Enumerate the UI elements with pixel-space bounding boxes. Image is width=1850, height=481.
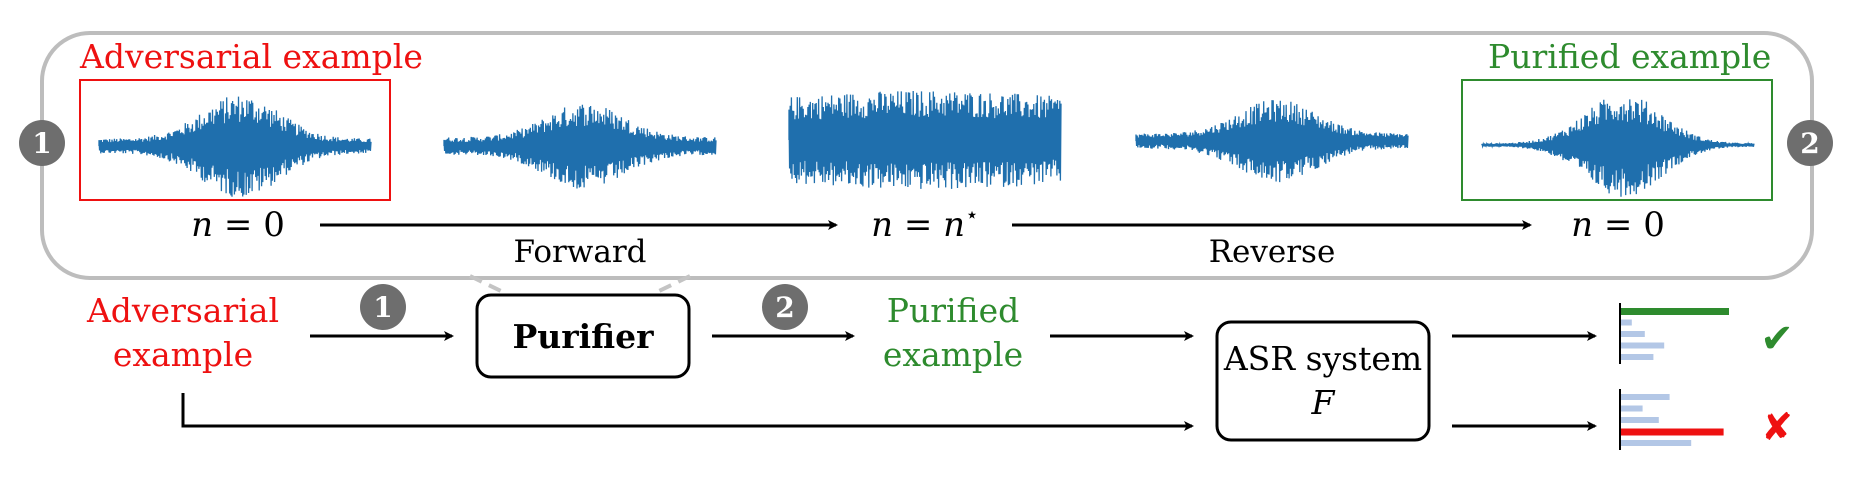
top-bar-2 [1621,331,1645,337]
check-icon: ✔ [1760,316,1794,362]
asr-label-line2: F [1311,383,1336,422]
step-nstar-var: n [871,205,893,245]
cross-icon: ✘ [1761,405,1793,449]
purifier-label: Purifier [512,317,654,356]
top-bar-0 [1621,308,1729,315]
step-n0-left-var: n [191,205,213,245]
purified-title: Purified example [1488,37,1771,76]
waveform-forward [443,104,717,189]
pipeline-badge-1: 1 [360,284,406,330]
panel-badge-right-text: 2 [1800,127,1819,160]
output-distribution-top [1621,308,1729,360]
top-bar-4 [1621,354,1654,360]
panel-badge-left: 1 [19,120,65,166]
input-label-line2: example [113,335,253,374]
reverse-label: Reverse [1209,234,1336,270]
step-n0-right-rel: = [1593,205,1643,245]
step-n0-right: n = 0 [1571,205,1665,245]
top-bar-3 [1621,342,1665,349]
purified-frame [1461,79,1773,201]
waveform-adversarial [98,96,372,197]
bottom-bar-0 [1621,394,1670,400]
waveform-noisy [788,90,1062,189]
waveform-reverse [1135,100,1409,183]
waveform-purified [1481,99,1755,197]
purifier-box [475,293,691,379]
output-distribution-bottom [1621,394,1724,446]
purified-label-line1: Purified [887,291,1019,330]
panel-badge-right: 2 [1787,120,1833,166]
step-n0-left-val: 0 [263,205,285,245]
pipeline-badge-1-text: 1 [373,291,392,324]
asr-label-line1: ASR system [1223,339,1422,378]
dashed-connector-left [469,274,506,295]
adversarial-frame [79,79,391,201]
step-nstar-val: n [943,205,965,245]
input-label-line1: Adversarial [86,291,279,330]
top-bar-1 [1621,319,1632,326]
panel-badge-left-text: 1 [32,127,51,160]
bottom-bar-1 [1621,405,1643,412]
waveforms-group [98,90,1755,197]
bottom-bar-2 [1621,417,1659,423]
dashed-connector-right [654,274,691,295]
step-n0-right-var: n [1571,205,1593,245]
step-nstar-sup: ⋆ [965,203,979,228]
arrow-adversarial-to-asr [181,393,1194,431]
bottom-bar-3 [1621,428,1724,436]
adversarial-title: Adversarial example [79,37,423,76]
step-nstar: n = n⋆ [871,203,979,245]
step-n0-left: n = 0 [191,205,285,245]
step-nstar-rel: = [893,205,943,245]
pipeline-badge-2-text: 2 [775,291,794,324]
step-n0-left-rel: = [213,205,263,245]
asr-box [1215,320,1431,442]
bottom-bar-4 [1621,440,1692,446]
pipeline-badge-2: 2 [762,284,808,330]
purified-label-line2: example [883,335,1023,374]
step-n0-right-val: 0 [1643,205,1665,245]
forward-label: Forward [514,234,647,270]
